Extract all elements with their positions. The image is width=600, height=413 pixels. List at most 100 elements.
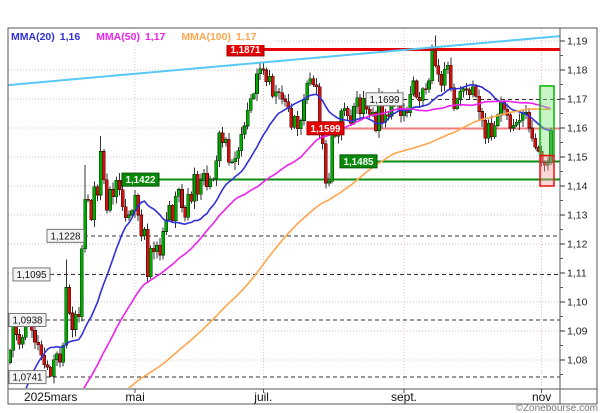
- candle: [245, 110, 250, 127]
- svg-text:1,11: 1,11: [567, 268, 587, 280]
- copyright-watermark: ©Zonebourse.com: [515, 403, 598, 413]
- svg-text:1,1228: 1,1228: [51, 231, 82, 242]
- candle: [292, 116, 297, 128]
- candle: [186, 194, 191, 218]
- candle: [39, 344, 44, 356]
- candle: [461, 88, 466, 92]
- moving-average-legend: MMA(20) 1,16 MMA(50) 1,17 MMA(100) 1,17: [11, 31, 276, 45]
- candle: [214, 160, 219, 180]
- svg-text:1,10: 1,10: [567, 297, 588, 309]
- candle: [205, 172, 209, 188]
- candle: [439, 74, 444, 86]
- candle: [64, 287, 69, 346]
- svg-text:1,08: 1,08: [567, 355, 588, 367]
- candle: [9, 349, 12, 364]
- candle: [177, 189, 181, 197]
- candle: [236, 150, 241, 159]
- candle: [267, 76, 272, 83]
- candle: [11, 324, 15, 351]
- candle: [355, 97, 359, 107]
- candle: [302, 99, 306, 121]
- candle: [189, 194, 194, 202]
- candle: [127, 214, 131, 219]
- candle: [220, 132, 225, 143]
- candle: [420, 88, 425, 102]
- price-level-label: [339, 154, 378, 169]
- candle: [167, 205, 172, 220]
- svg-text:mai: mai: [125, 390, 144, 404]
- candle: [155, 244, 159, 253]
- candle: [280, 92, 284, 100]
- candle: [295, 116, 300, 130]
- legend-value: 1,16: [59, 31, 81, 43]
- svg-text:juil.: juil.: [253, 390, 272, 404]
- candle: [198, 180, 203, 195]
- y-axis-price-labels: 1,19 1,18 1,17 1,16 1,15 1,14 1,13 1,12 1,11 1,10…: [560, 36, 588, 375]
- candle: [452, 87, 456, 109]
- candle: [152, 248, 156, 253]
- candle: [361, 97, 366, 114]
- candle: [414, 80, 419, 98]
- price-level-label: [46, 228, 85, 243]
- candle: [20, 336, 25, 345]
- candle: [367, 108, 372, 115]
- candle: [139, 214, 144, 237]
- price-level-label: [8, 312, 47, 327]
- svg-text:1,12: 1,12: [567, 239, 588, 251]
- price-level-label: [12, 267, 51, 282]
- x-axis-month-labels: 2025mars mai juil. sept. nov: [24, 389, 551, 404]
- candle: [105, 179, 109, 211]
- candle: [402, 110, 406, 117]
- svg-text:1,0741: 1,0741: [13, 373, 43, 384]
- candle: [111, 189, 115, 198]
- candle: [436, 65, 441, 75]
- candle: [283, 98, 287, 103]
- candle: [499, 101, 503, 116]
- candle: [492, 125, 497, 138]
- candle: [67, 287, 72, 314]
- svg-text:1,1485: 1,1485: [344, 157, 375, 168]
- candle: [511, 124, 516, 129]
- candle: [274, 91, 278, 97]
- candle: [233, 158, 237, 163]
- candle: [170, 205, 175, 222]
- candle: [358, 97, 363, 114]
- candle: [521, 113, 525, 121]
- legend-value: 1,17: [144, 31, 166, 43]
- candle: [258, 68, 262, 75]
- candle: [411, 80, 416, 95]
- svg-text:1,13: 1,13: [567, 210, 588, 222]
- candle: [80, 248, 84, 318]
- candle: [324, 143, 328, 184]
- downside-stop-zone: [539, 154, 555, 187]
- candle: [530, 127, 535, 139]
- candle: [164, 219, 169, 232]
- legend-label-mma20: MMA(20): [11, 31, 55, 43]
- candle: [264, 69, 269, 83]
- candle: [546, 162, 550, 166]
- candle: [227, 139, 231, 163]
- candle: [471, 86, 475, 95]
- candle: [483, 119, 488, 139]
- candle: [345, 107, 350, 117]
- candle: [308, 78, 313, 84]
- candle: [130, 210, 134, 216]
- mma50-line: [83, 100, 552, 388]
- candle: [467, 89, 472, 95]
- mma100-line: [127, 108, 552, 388]
- resistance-trendline: [7, 35, 561, 87]
- candle: [183, 207, 187, 218]
- candle: [508, 114, 513, 129]
- candle: [58, 353, 62, 363]
- candle: [173, 196, 178, 222]
- candle: [36, 342, 40, 345]
- candle: [248, 98, 253, 111]
- candle: [192, 174, 197, 202]
- candle: [417, 96, 422, 102]
- price-level-label: [306, 121, 345, 136]
- candle: [242, 125, 247, 135]
- candle: [33, 329, 37, 343]
- candle: [98, 151, 103, 196]
